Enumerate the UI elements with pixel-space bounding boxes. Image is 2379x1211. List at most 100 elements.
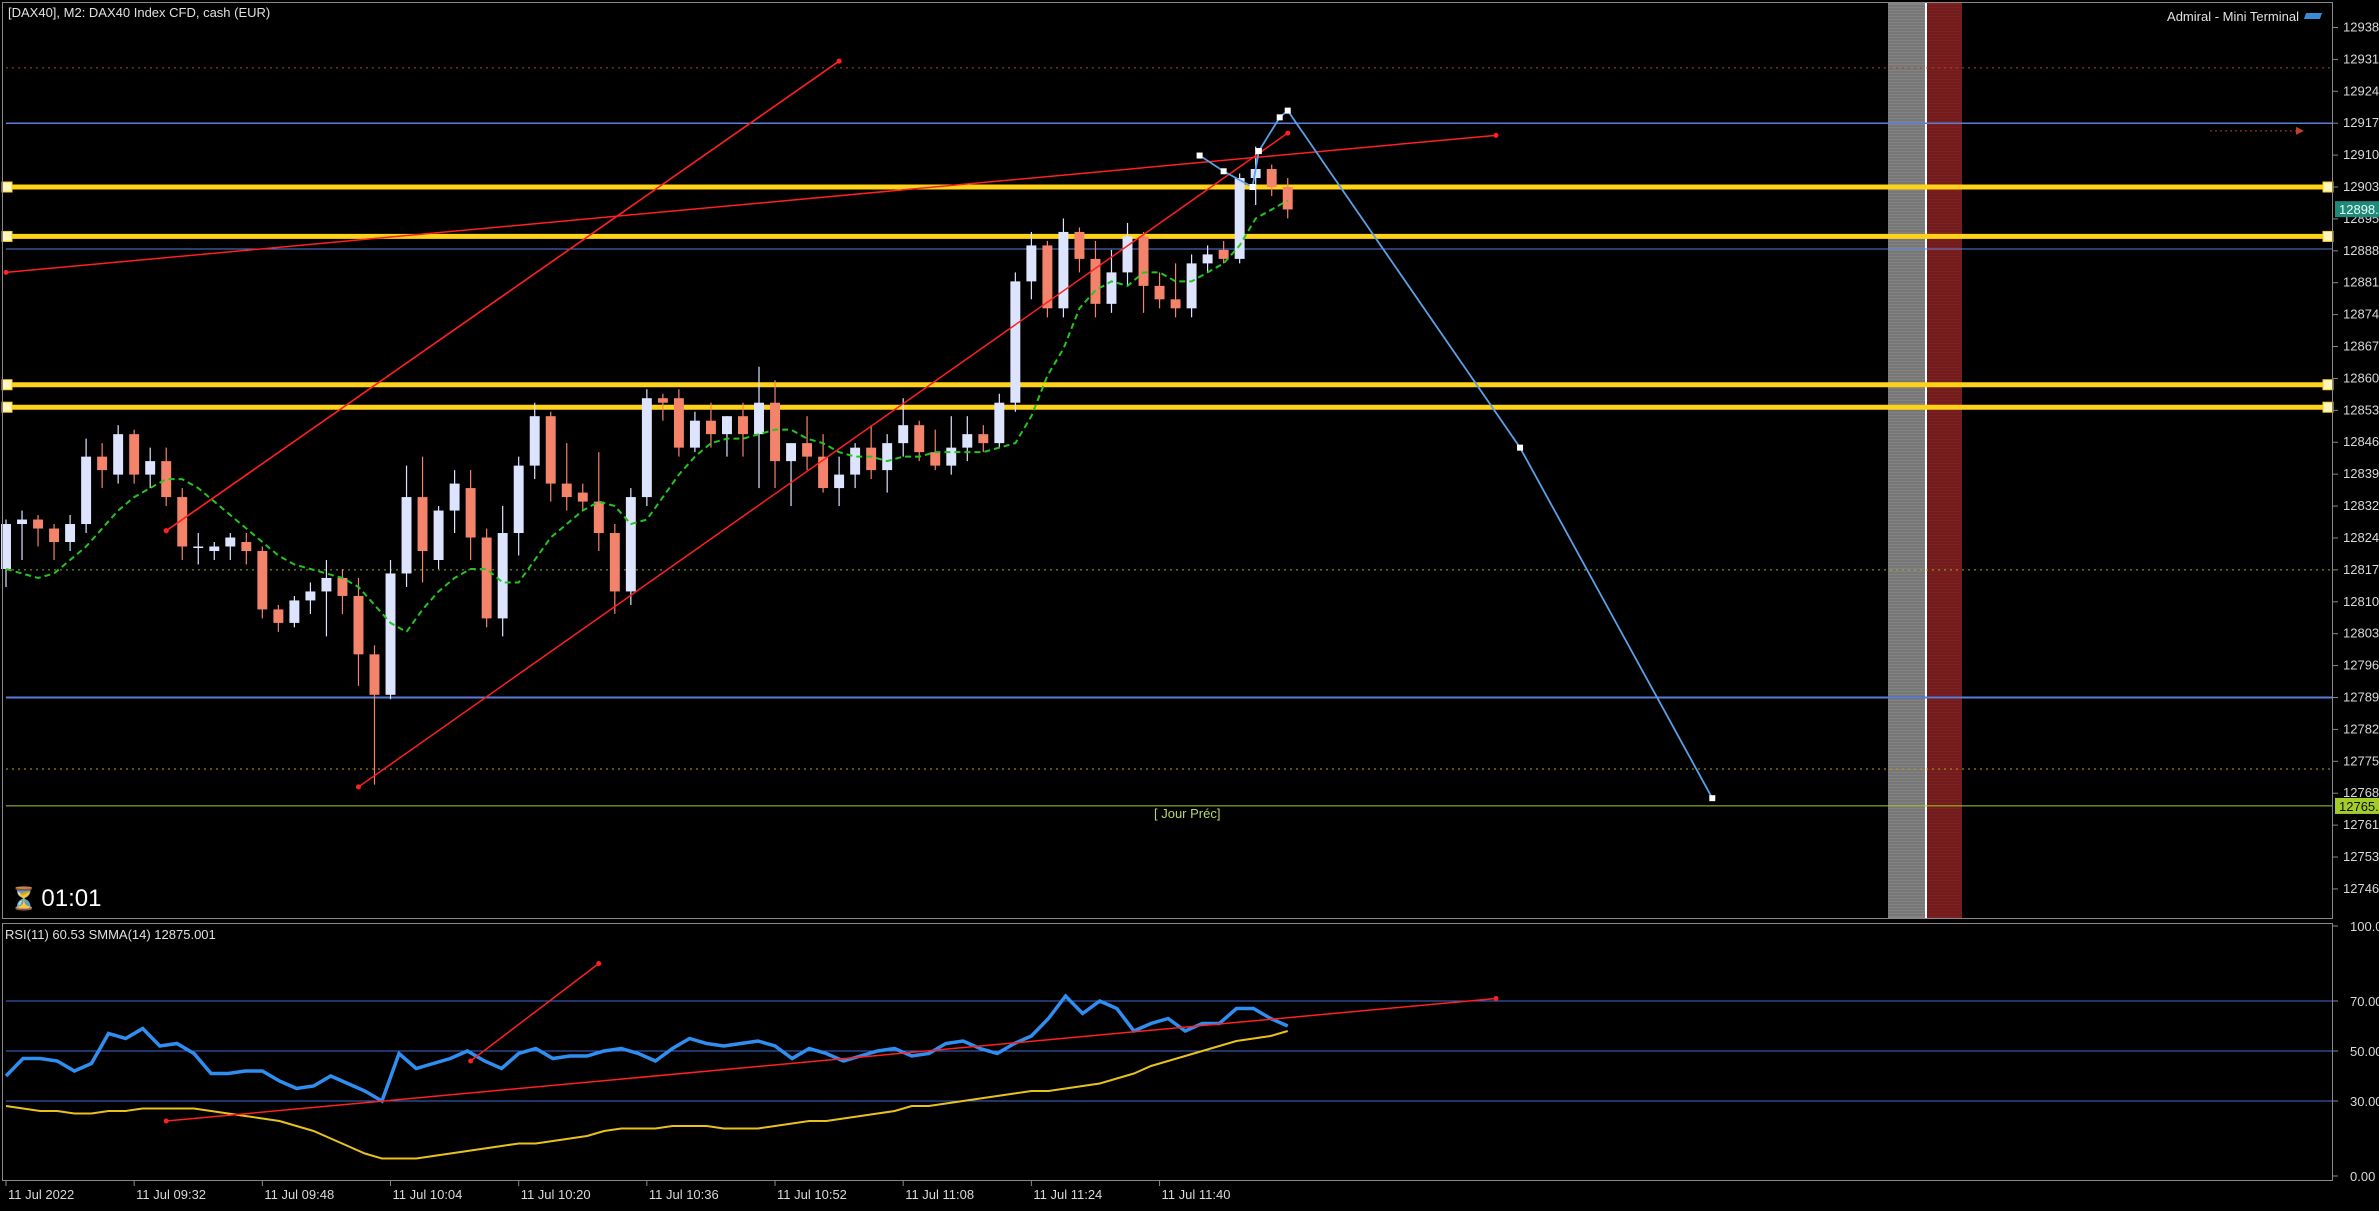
- candle-bull: [1186, 263, 1197, 309]
- candle-bull: [754, 402, 764, 435]
- candle-bull: [497, 533, 508, 619]
- trendline-anchor: [836, 58, 842, 64]
- trendline-anchor: [1493, 132, 1499, 138]
- price-tick-label: 12746.80: [2343, 881, 2379, 896]
- candle-bear: [1218, 249, 1229, 259]
- trendline-anchor: [1285, 130, 1291, 136]
- rsi-line: [4, 993, 1289, 1104]
- projection-node: [1249, 184, 1256, 190]
- current-price-label: 12898.07: [2339, 202, 2379, 217]
- level-handle-right: [2322, 181, 2334, 193]
- candle-bull: [113, 434, 124, 475]
- price-tick-label: 12910.10: [2343, 147, 2379, 162]
- prev-day-price-label: 12765.27: [2339, 799, 2379, 814]
- candle-bull: [305, 591, 316, 601]
- candle-bear: [1282, 187, 1293, 210]
- rsi-trendline: [470, 962, 600, 1062]
- time-tick-label: 11 Jul 11:24: [1033, 1187, 1102, 1202]
- candle-bear: [337, 577, 348, 596]
- rsi-trendline-anchor: [468, 1058, 474, 1064]
- candle-bull: [17, 519, 27, 525]
- candle-bull: [513, 465, 524, 534]
- candle-bear: [417, 497, 428, 551]
- trendline: [165, 60, 840, 532]
- candle-timer: ⏳ 01:01: [10, 885, 101, 913]
- chart-title: [DAX40], M2: DAX40 Index CFD, cash (EUR): [8, 5, 271, 20]
- candle-bull: [786, 443, 797, 462]
- candle-bull: [1010, 281, 1021, 403]
- candle-bear: [705, 420, 716, 435]
- candle-bull: [1, 524, 11, 569]
- candle-bear: [33, 519, 44, 529]
- candle-bull: [529, 416, 540, 466]
- candle-bear: [978, 434, 989, 444]
- hourglass-icon: ⏳: [10, 886, 38, 911]
- candle-bear: [577, 492, 588, 502]
- trendline-anchor: [355, 784, 361, 790]
- mini-terminal-text: Admiral - Mini Terminal: [2167, 9, 2299, 24]
- price-tick-label: 12817.80: [2343, 562, 2379, 577]
- timer-value: 01:01: [41, 885, 102, 912]
- candle-bear: [481, 537, 492, 619]
- candle-bull: [1026, 245, 1037, 282]
- projection-node: [1276, 114, 1283, 121]
- candle-bull: [193, 546, 204, 549]
- candle-bear: [818, 456, 829, 489]
- price-tick-label: 12753.90: [2343, 849, 2379, 864]
- price-tick-label: 12860.40: [2343, 370, 2379, 385]
- candle-bear: [561, 483, 572, 498]
- level-handle-left: [1, 379, 13, 391]
- level-handle-left: [1, 401, 13, 413]
- rsi-tick-label: 50.00: [2350, 1044, 2379, 1059]
- rsi-tick-label: 100.00: [2350, 919, 2379, 934]
- graduation-cap-icon[interactable]: [2305, 11, 2321, 23]
- trendline-anchor: [163, 528, 169, 534]
- price-tick-label: 12796.50: [2343, 658, 2379, 673]
- price-tick-label: 12917.20: [2343, 115, 2379, 130]
- candle-bull: [449, 483, 460, 511]
- price-tick-label: 12903.00: [2343, 179, 2379, 194]
- projection-node: [1517, 444, 1524, 451]
- candle-bear: [465, 488, 476, 538]
- rsi-trendline-anchor: [596, 961, 602, 966]
- candle-bear: [738, 416, 748, 435]
- candle-bull: [1234, 178, 1245, 259]
- projection-node: [1196, 152, 1203, 159]
- candle-bear: [930, 452, 941, 466]
- price-tick-label: 12888.80: [2343, 243, 2379, 258]
- candle-bull: [225, 537, 236, 547]
- candle-bull: [433, 510, 444, 560]
- candle-bull: [641, 398, 652, 498]
- candle-bear: [177, 497, 188, 547]
- rsi-tick-label: 70.00: [2350, 994, 2379, 1009]
- mini-terminal-label[interactable]: Admiral - Mini Terminal: [2167, 9, 2321, 24]
- candle-bear: [257, 551, 268, 610]
- candle-bear: [673, 398, 684, 448]
- level-handle-right: [2322, 230, 2334, 242]
- time-tick-label: 11 Jul 10:04: [393, 1187, 463, 1202]
- candle-bull: [81, 456, 92, 525]
- projection-node: [1220, 168, 1227, 175]
- smma-line: [5, 1030, 1289, 1160]
- candle-bear: [914, 425, 925, 453]
- price-arrow-head: [2296, 126, 2304, 135]
- current-price-box: [2335, 201, 2379, 218]
- candle-bear: [1090, 258, 1101, 304]
- price-tick-label: 12803.60: [2343, 626, 2379, 641]
- candle-bull: [850, 447, 861, 475]
- candle-bull: [898, 425, 909, 444]
- time-tick-label: 11 Jul 11:40: [1162, 1187, 1231, 1202]
- price-tick-label: 12931.40: [2343, 51, 2379, 66]
- session-zone-gray: [1888, 3, 1926, 919]
- price-tick-label: 12938.50: [2343, 19, 2379, 34]
- level-handle-left: [1, 230, 13, 242]
- candle-bear: [161, 461, 172, 498]
- trendline-anchor: [3, 269, 9, 275]
- candle-bull: [689, 420, 700, 448]
- candle-bull: [994, 402, 1005, 444]
- candle-bear: [241, 542, 252, 551]
- price-tick-label: 12846.20: [2343, 434, 2379, 449]
- candle-bull: [145, 461, 156, 475]
